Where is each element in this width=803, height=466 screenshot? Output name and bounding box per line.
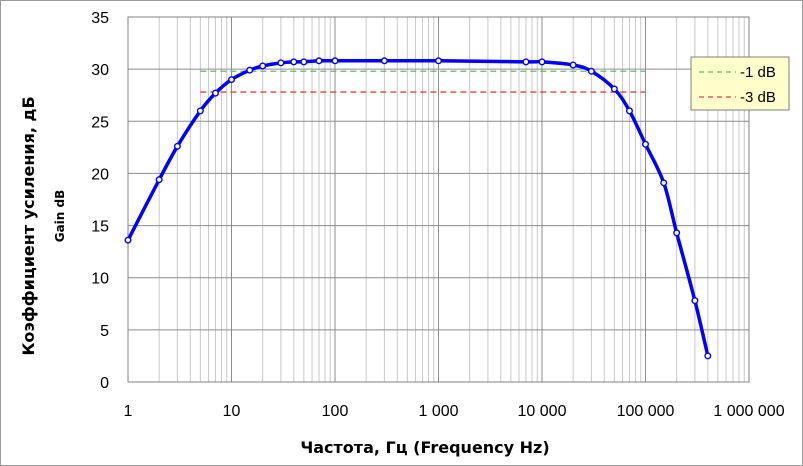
legend-label-minus-1db: -1 dB bbox=[740, 64, 776, 81]
x-axis-tick-labels: 1 10 100 1 000 10 000 100 000 1 000 000 bbox=[124, 403, 785, 420]
gain-data-point bbox=[227, 76, 235, 84]
gain-data-point bbox=[380, 57, 388, 65]
y-tick-label: 25 bbox=[91, 114, 109, 131]
legend: -1 dB -3 dB bbox=[690, 56, 790, 111]
y-axis-title: Коэффициент усиления, дБ bbox=[19, 96, 38, 355]
gain-data-point bbox=[155, 176, 163, 184]
y-tick-label: 20 bbox=[91, 166, 109, 183]
gain-data-point bbox=[173, 142, 181, 150]
x-tick-label: 1 000 bbox=[418, 403, 458, 420]
y-axis-subtitle: Gain dB bbox=[53, 190, 67, 243]
x-tick-label: 1 000 000 bbox=[713, 403, 784, 420]
y-tick-label: 35 bbox=[91, 10, 109, 27]
legend-label-minus-3db: -3 dB bbox=[740, 89, 776, 106]
x-tick-label: 10 bbox=[223, 403, 241, 420]
legend-box bbox=[690, 56, 790, 111]
series-layer bbox=[124, 57, 712, 360]
gain-data-point bbox=[704, 352, 712, 360]
x-tick-label: 100 000 bbox=[617, 403, 675, 420]
x-tick-label: 1 bbox=[124, 403, 133, 420]
gain-data-point bbox=[538, 58, 546, 66]
gain-data-point bbox=[435, 57, 443, 65]
gain-data-point bbox=[660, 179, 668, 187]
plot-area-frame bbox=[127, 16, 750, 383]
gain-data-point bbox=[610, 85, 618, 93]
gain-data-point bbox=[625, 107, 633, 115]
y-tick-label: 10 bbox=[91, 271, 109, 288]
gain-data-point bbox=[277, 59, 285, 67]
gain-data-point bbox=[587, 67, 595, 75]
gain-data-point bbox=[673, 229, 681, 237]
gain-data-point bbox=[259, 62, 267, 70]
x-tick-label: 100 bbox=[322, 403, 349, 420]
gain-data-point bbox=[522, 58, 530, 66]
gain-data-point bbox=[569, 61, 577, 69]
gain-data-point bbox=[331, 57, 339, 65]
y-tick-label: 15 bbox=[91, 219, 109, 236]
y-tick-label: 5 bbox=[100, 323, 109, 340]
gain-data-point bbox=[124, 236, 132, 244]
minor-gridlines bbox=[158, 17, 745, 382]
gain-data-point bbox=[315, 57, 323, 65]
x-axis-title: Частота, Гц (Frequency Hz) bbox=[300, 438, 549, 457]
gain-data-point bbox=[642, 140, 650, 148]
gain-data-point bbox=[211, 89, 219, 97]
y-axis-tick-labels: 0 5 10 15 20 25 30 35 bbox=[91, 10, 109, 392]
gain-data-point bbox=[691, 297, 699, 305]
y-tick-label: 30 bbox=[91, 62, 109, 79]
x-tick-label: 10 000 bbox=[518, 403, 567, 420]
gain-data-point bbox=[300, 58, 308, 66]
gain-data-point bbox=[246, 66, 254, 74]
major-gridlines bbox=[127, 16, 750, 383]
reference-lines bbox=[200, 70, 646, 93]
gain-data-point bbox=[196, 107, 204, 115]
y-tick-label: 0 bbox=[100, 375, 109, 392]
gain-data-point bbox=[290, 58, 298, 66]
